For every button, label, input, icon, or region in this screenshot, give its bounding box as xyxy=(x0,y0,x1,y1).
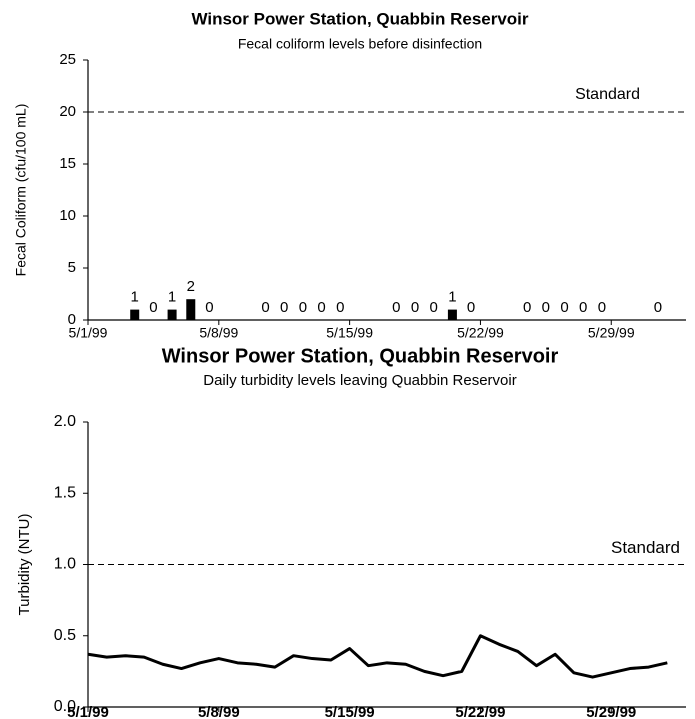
data-label: 0 xyxy=(430,299,438,316)
bar xyxy=(447,309,457,320)
x-tick-label: 5/8/99 xyxy=(198,704,240,719)
x-tick-label: 5/8/99 xyxy=(199,325,238,341)
y-tick-label: 1.0 xyxy=(54,556,76,573)
data-label: 0 xyxy=(261,299,269,316)
data-label: 0 xyxy=(280,299,288,316)
chart-subtitle: Fecal coliform levels before disinfectio… xyxy=(238,36,482,52)
y-tick-label: 0 xyxy=(68,311,76,328)
x-tick-label: 5/22/99 xyxy=(457,325,504,341)
standard-label: Standard xyxy=(575,86,640,103)
data-label: 0 xyxy=(336,299,344,316)
data-label: 0 xyxy=(579,299,587,316)
data-label: 2 xyxy=(187,278,195,295)
y-tick-label: 20 xyxy=(59,103,76,120)
data-label: 0 xyxy=(392,299,400,316)
chart-title: Winsor Power Station, Quabbin Reservoir xyxy=(191,9,528,28)
data-label: 0 xyxy=(523,299,531,316)
y-tick-label: 0.0 xyxy=(54,698,76,715)
data-label: 0 xyxy=(467,299,475,316)
y-tick-label: 0.5 xyxy=(54,627,76,644)
bar xyxy=(130,309,140,320)
chart-subtitle: Daily turbidity levels leaving Quabbin R… xyxy=(203,372,516,389)
data-label: 0 xyxy=(542,299,550,316)
data-label: 0 xyxy=(299,299,307,316)
data-label: 0 xyxy=(149,299,157,316)
y-axis-label: Turbidity (NTU) xyxy=(16,514,33,616)
y-tick-label: 5 xyxy=(68,259,76,276)
bar xyxy=(186,299,196,320)
data-label: 1 xyxy=(448,289,456,306)
x-tick-label: 5/29/99 xyxy=(586,704,636,719)
x-tick-label: 5/15/99 xyxy=(325,704,375,719)
bar xyxy=(167,309,177,320)
data-label: 0 xyxy=(598,299,606,316)
y-tick-label: 10 xyxy=(59,207,76,224)
y-tick-label: 15 xyxy=(59,155,76,172)
x-tick-label: 5/1/99 xyxy=(67,704,109,719)
data-label: 0 xyxy=(411,299,419,316)
y-tick-label: 1.5 xyxy=(54,484,76,501)
data-label: 1 xyxy=(131,289,139,306)
chart-title: Winsor Power Station, Quabbin Reservoir xyxy=(162,345,559,367)
data-label: 0 xyxy=(205,299,213,316)
y-axis-label: Fecal Coliform (cfu/100 mL) xyxy=(13,104,29,277)
standard-label: Standard xyxy=(611,538,680,557)
y-tick-label: 25 xyxy=(59,51,76,68)
turbidity-line xyxy=(87,634,668,679)
x-tick-label: 5/1/99 xyxy=(69,325,108,341)
data-label: 0 xyxy=(317,299,325,316)
data-label: 1 xyxy=(168,289,176,306)
x-tick-label: 5/15/99 xyxy=(326,325,373,341)
x-tick-label: 5/29/99 xyxy=(588,325,635,341)
x-tick-label: 5/22/99 xyxy=(455,704,505,719)
data-label: 0 xyxy=(654,299,662,316)
data-label: 0 xyxy=(560,299,568,316)
y-tick-label: 2.0 xyxy=(54,413,76,430)
